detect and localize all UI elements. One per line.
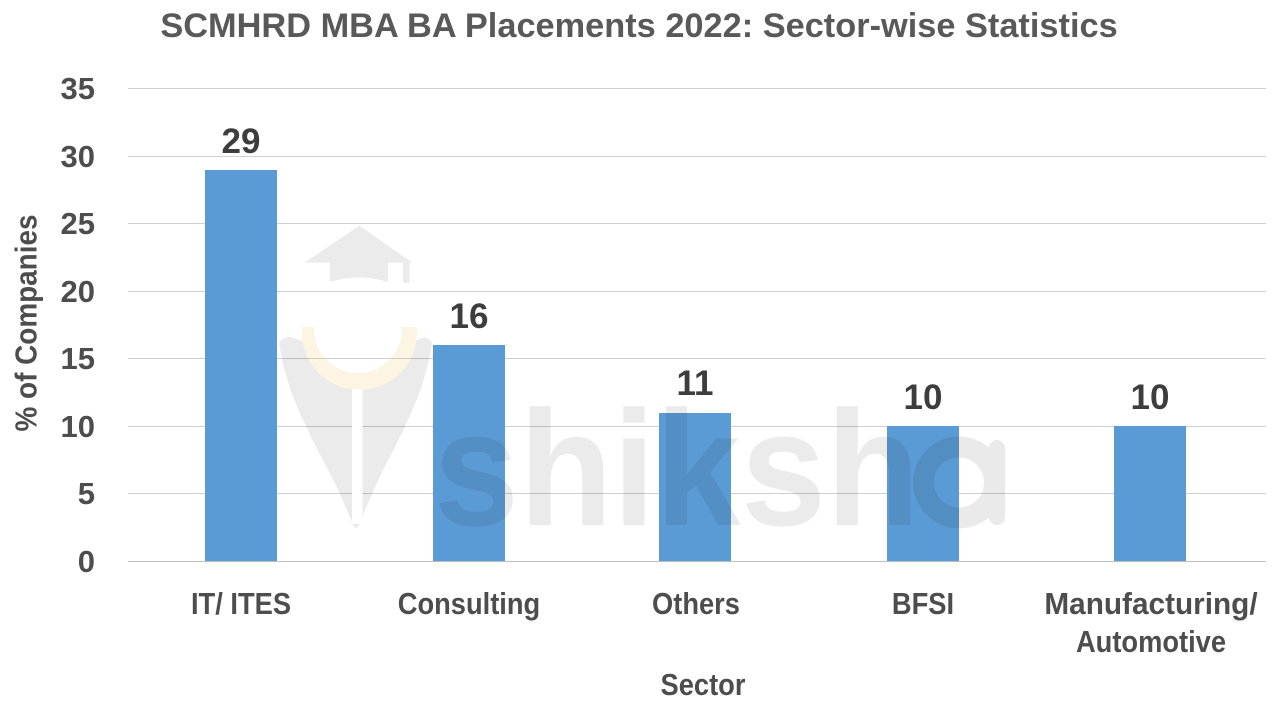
svg-text:shiksh: shiksh: [434, 376, 920, 560]
